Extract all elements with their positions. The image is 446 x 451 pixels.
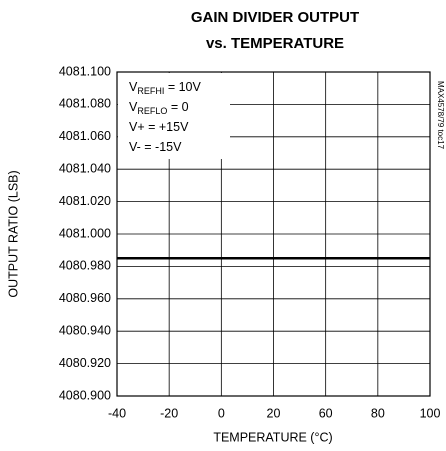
annotation-part: V	[129, 100, 138, 114]
annotation: VREFHI = 10V	[129, 80, 201, 96]
y-tick-label: 4081.000	[59, 226, 111, 240]
annotation-part: = 10V	[164, 80, 201, 94]
y-tick-label: 4080.940	[59, 323, 111, 337]
annotation: VREFLO = 0	[129, 100, 189, 116]
x-tick-label: 0	[218, 406, 225, 420]
x-tick-label: 80	[371, 406, 385, 420]
x-tick-label: 60	[319, 406, 333, 420]
y-tick-label: 4081.080	[59, 97, 111, 111]
y-tick-label: 4080.920	[59, 356, 111, 370]
chart-title: GAIN DIVIDER OUTPUT	[191, 9, 359, 26]
annotation-box	[118, 73, 230, 159]
plot-frame	[116, 71, 431, 397]
annotation: V+ = +15V	[129, 120, 189, 134]
x-tick-label: -40	[108, 406, 126, 420]
x-tick-label: 20	[267, 406, 281, 420]
y-tick-label: 4081.100	[59, 64, 111, 78]
annotation-sub: REFLO	[137, 106, 167, 116]
y-tick-label: 4080.980	[59, 259, 111, 273]
annotation-part: V+ = +15V	[129, 120, 189, 134]
annotation: V- = -15V	[129, 140, 182, 154]
annotation-part: V- = -15V	[129, 140, 182, 154]
annotation-part: = 0	[167, 100, 188, 114]
y-tick-label: 4080.960	[59, 291, 111, 305]
y-tick-label: 4081.060	[59, 129, 111, 143]
annotation-part: V	[129, 80, 138, 94]
chart-title: vs. TEMPERATURE	[206, 35, 344, 52]
y-axis-label: OUTPUT RATIO (LSB)	[6, 170, 20, 297]
y-tick-label: 4081.040	[59, 161, 111, 175]
x-tick-label: -20	[160, 406, 178, 420]
y-tick-label: 4080.900	[59, 388, 111, 402]
x-axis-label: TEMPERATURE (°C)	[213, 430, 332, 444]
side-note: MAX4578/79 toc17	[436, 81, 445, 150]
annotation-sub: REFHI	[137, 86, 164, 96]
y-tick-label: 4081.020	[59, 194, 111, 208]
x-tick-label: 100	[420, 406, 441, 420]
